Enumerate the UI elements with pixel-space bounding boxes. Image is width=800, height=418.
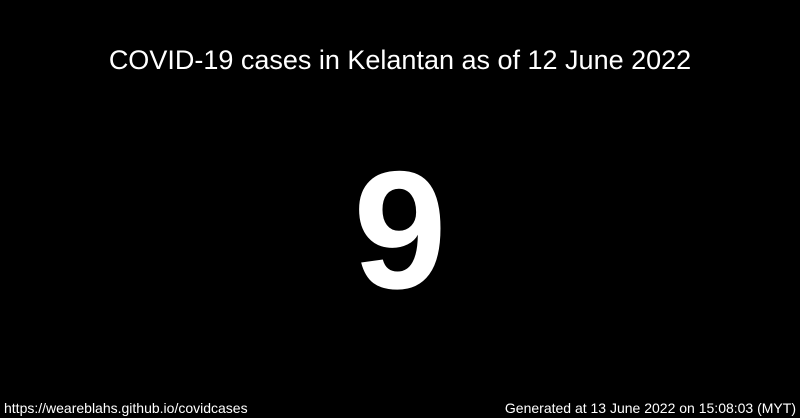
source-url: https://weareblahs.github.io/covidcases	[4, 400, 248, 416]
case-count: 9	[353, 136, 447, 324]
generated-timestamp: Generated at 13 June 2022 on 15:08:03 (M…	[504, 400, 796, 416]
page-title: COVID-19 cases in Kelantan as of 12 June…	[108, 45, 692, 75]
